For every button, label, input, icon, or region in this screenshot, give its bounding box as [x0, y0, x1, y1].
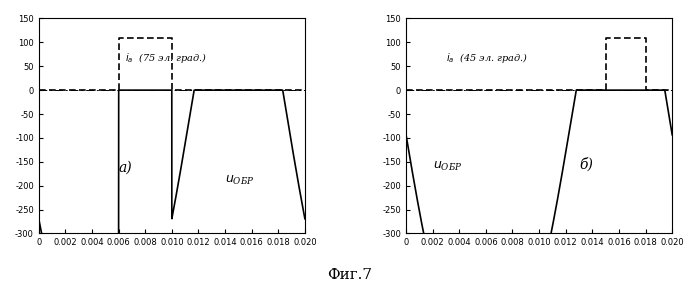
Text: $i_a$  (75 эл. град.): $i_a$ (75 эл. град.) [125, 50, 208, 65]
Text: а): а) [119, 160, 132, 174]
Text: Фиг.7: Фиг.7 [327, 268, 372, 282]
Text: $u_{\mathregular{ОБР}}$: $u_{\mathregular{ОБР}}$ [433, 160, 462, 173]
Text: б): б) [579, 158, 593, 172]
Text: $u_{\mathregular{ОБР}}$: $u_{\mathregular{ОБР}}$ [225, 174, 254, 187]
Text: $i_a$  (45 эл. град.): $i_a$ (45 эл. град.) [446, 50, 528, 65]
